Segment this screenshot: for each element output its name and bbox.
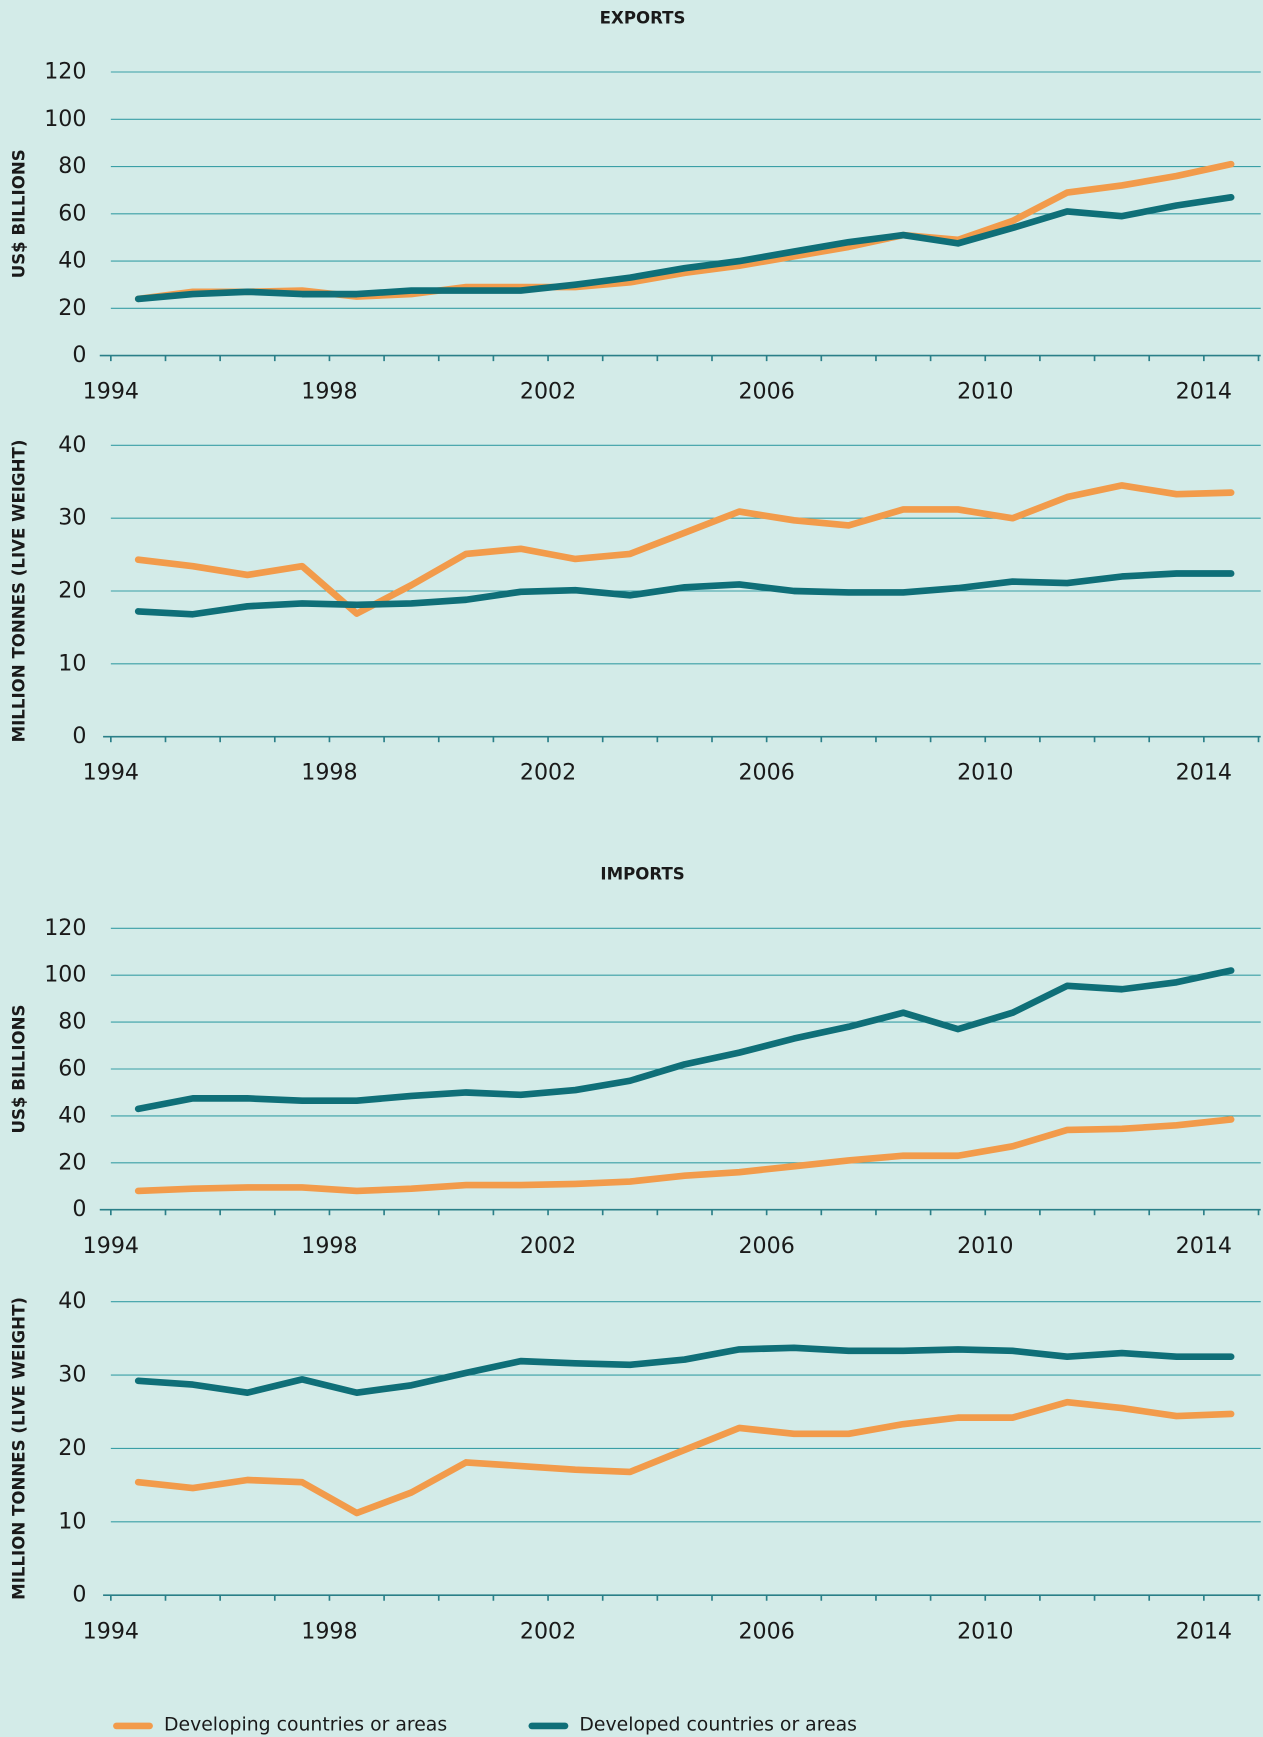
x-tick-label: 2006	[738, 379, 794, 405]
y-tick-label: 100	[44, 106, 86, 132]
x-tick-label: 1998	[301, 760, 357, 786]
y-tick-label: 0	[72, 342, 86, 368]
x-tick-label: 2010	[957, 379, 1013, 405]
x-tick-label: 1994	[83, 760, 139, 786]
y-tick-label: 80	[58, 153, 86, 179]
series-line	[134, 482, 1235, 617]
x-tick-label: 2002	[520, 760, 576, 786]
x-tick-label: 2010	[957, 1233, 1013, 1259]
x-tick-label: 2014	[1176, 379, 1232, 405]
x-tick-label: 2002	[520, 1233, 576, 1259]
x-tick-label: 1998	[301, 379, 357, 405]
y-tick-label: 60	[58, 200, 86, 226]
y-tick-label: 30	[58, 1362, 86, 1388]
x-tick-label: 2006	[738, 1233, 794, 1259]
y-axis-label: MILLION TONNES (LIVE WEIGHT)	[10, 440, 29, 743]
y-tick-label: 20	[58, 1435, 86, 1461]
y-tick-label: 10	[58, 650, 86, 676]
y-tick-label: 0	[72, 1196, 86, 1222]
x-tick-label: 1998	[301, 1618, 357, 1644]
series-line	[134, 570, 1235, 618]
y-tick-label: 120	[44, 915, 86, 941]
y-tick-label: 10	[58, 1508, 86, 1534]
series-line	[134, 967, 1235, 1113]
y-tick-label: 0	[72, 1582, 86, 1608]
legend-label: Developing countries or areas	[164, 1714, 447, 1735]
y-tick-label: 80	[58, 1009, 86, 1035]
x-tick-label: 1998	[301, 1233, 357, 1259]
x-tick-label: 2014	[1176, 760, 1232, 786]
x-tick-label: 2006	[738, 760, 794, 786]
x-tick-label: 1994	[83, 379, 139, 405]
x-tick-label: 2014	[1176, 1233, 1232, 1259]
legend-label: Developed countries or areas	[579, 1714, 857, 1735]
y-tick-label: 20	[58, 578, 86, 604]
series-line	[134, 1344, 1235, 1397]
chart-title: EXPORTS	[600, 8, 686, 27]
y-axis-label: US$ BILLIONS	[10, 1005, 29, 1134]
x-tick-label: 2010	[957, 1618, 1013, 1644]
y-tick-label: 40	[58, 1288, 86, 1314]
x-tick-label: 2002	[520, 1618, 576, 1644]
y-tick-label: 60	[58, 1056, 86, 1082]
y-tick-label: 30	[58, 505, 86, 531]
x-tick-label: 2014	[1176, 1618, 1232, 1644]
x-tick-label: 2010	[957, 760, 1013, 786]
series-line	[134, 193, 1235, 303]
x-tick-label: 1994	[83, 1233, 139, 1259]
y-tick-label: 20	[58, 1149, 86, 1175]
x-tick-label: 2002	[520, 379, 576, 405]
x-tick-label: 2006	[738, 1618, 794, 1644]
chart-title: IMPORTS	[600, 865, 684, 884]
x-tick-label: 1994	[83, 1618, 139, 1644]
y-tick-label: 40	[58, 248, 86, 274]
y-tick-label: 40	[58, 432, 86, 458]
y-tick-label: 40	[58, 1102, 86, 1128]
series-line	[134, 1398, 1235, 1517]
y-tick-label: 120	[44, 59, 86, 85]
y-tick-label: 100	[44, 962, 86, 988]
y-axis-label: US$ BILLIONS	[10, 149, 29, 278]
y-tick-label: 0	[72, 723, 86, 749]
series-line	[134, 1116, 1235, 1195]
y-tick-label: 20	[58, 295, 86, 321]
y-axis-label: MILLION TONNES (LIVE WEIGHT)	[10, 1297, 29, 1600]
